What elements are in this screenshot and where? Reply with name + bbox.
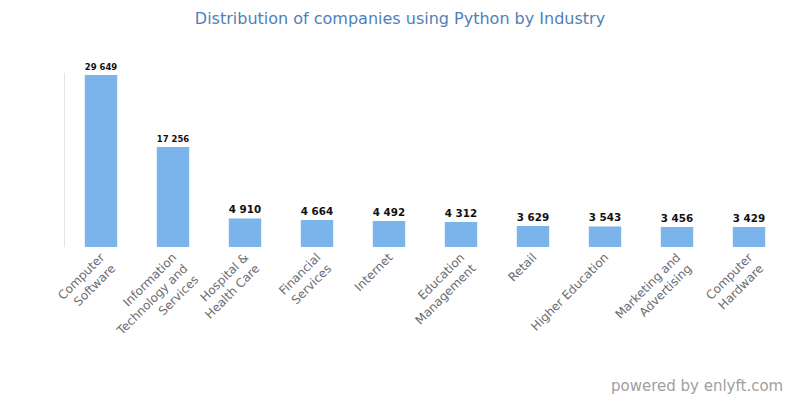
- svg-text:29 649: 29 649: [85, 62, 117, 72]
- svg-text:FinancialServices: FinancialServices: [276, 250, 334, 308]
- svg-text:Marketing andAdvertising: Marketing andAdvertising: [613, 250, 695, 332]
- svg-text:3 456: 3 456: [661, 212, 693, 224]
- svg-text:Distribution of companies usin: Distribution of companies using Python b…: [195, 9, 605, 28]
- svg-text:3 629: 3 629: [517, 211, 549, 223]
- svg-text:4 664: 4 664: [301, 205, 333, 217]
- svg-text:3 543: 3 543: [589, 211, 621, 223]
- svg-text:InformationTechnology andServi: InformationTechnology andServices: [103, 250, 202, 349]
- svg-text:Retail: Retail: [505, 250, 539, 284]
- svg-text:4 492: 4 492: [373, 206, 405, 218]
- svg-text:3 429: 3 429: [733, 212, 765, 224]
- svg-text:17 256: 17 256: [157, 134, 189, 144]
- svg-text:Hospital &Health Care: Hospital &Health Care: [191, 250, 262, 321]
- svg-text:Internet: Internet: [352, 250, 396, 294]
- svg-text:EducationManagement: EducationManagement: [402, 250, 479, 327]
- svg-text:Higher Education: Higher Education: [528, 250, 611, 333]
- svg-text:4 910: 4 910: [229, 203, 261, 215]
- svg-text:powered by enlyft.com: powered by enlyft.com: [611, 377, 783, 395]
- svg-text:4 312: 4 312: [445, 207, 477, 219]
- svg-text:ComputerSoftware: ComputerSoftware: [55, 250, 118, 313]
- svg-text:ComputerHardware: ComputerHardware: [703, 250, 766, 313]
